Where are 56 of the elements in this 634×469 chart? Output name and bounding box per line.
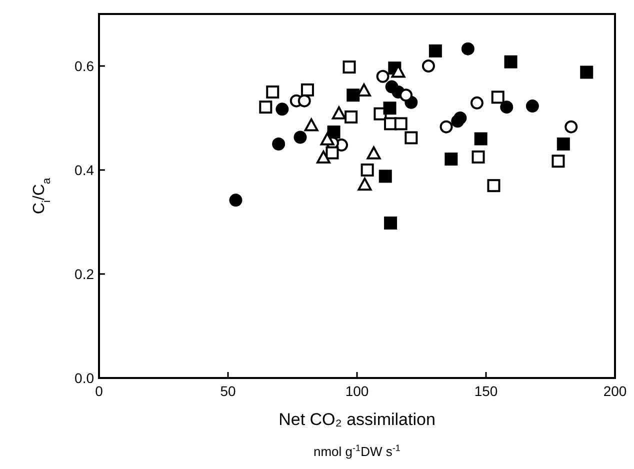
point (266, 86, 280, 98)
point (500, 100, 514, 114)
point (378, 170, 392, 183)
x-tick-label: 100 (345, 383, 369, 399)
point (580, 66, 594, 79)
point (428, 44, 442, 58)
y-tick-label: 0.4 (74, 162, 94, 178)
point (327, 126, 340, 139)
point (404, 131, 418, 144)
point (298, 94, 311, 108)
point (564, 120, 578, 134)
point (474, 132, 488, 146)
point (229, 194, 242, 207)
point (366, 146, 381, 160)
point (491, 90, 504, 104)
point (360, 164, 374, 176)
point (320, 132, 334, 146)
point (304, 118, 318, 132)
point (346, 88, 360, 102)
point (451, 114, 464, 128)
point (383, 102, 396, 115)
y-tick-label: 0.6 (74, 58, 94, 74)
point (400, 88, 413, 102)
x-axis-title: Net CO₂ assimilation (278, 410, 436, 429)
point (300, 83, 314, 96)
y-tick-label: 0.0 (74, 370, 94, 386)
x-tick-label: 0 (95, 383, 104, 399)
point (332, 106, 346, 120)
text: nmol g$^{-1}$DW s$^{-1}$ (314, 443, 400, 459)
point (326, 146, 339, 160)
point (394, 117, 408, 130)
x-tick-label: 200 (603, 383, 627, 399)
point (470, 96, 484, 110)
point (358, 178, 372, 191)
point (376, 70, 390, 83)
point (444, 152, 458, 166)
point (440, 120, 453, 134)
point (259, 100, 272, 114)
point (344, 110, 358, 124)
point (504, 55, 518, 68)
point (487, 179, 500, 192)
x-tick-label: 150 (474, 383, 498, 399)
point (294, 130, 307, 144)
point (461, 42, 474, 56)
point (526, 100, 539, 113)
point (472, 150, 485, 164)
point (272, 138, 286, 150)
point (316, 150, 330, 164)
point (422, 60, 435, 72)
y-tick-label: 0.2 (74, 266, 94, 282)
x-tick-label: 50 (220, 383, 236, 399)
point (552, 154, 565, 168)
point (342, 60, 356, 74)
point (556, 138, 570, 150)
point (384, 216, 398, 230)
point (276, 102, 289, 116)
